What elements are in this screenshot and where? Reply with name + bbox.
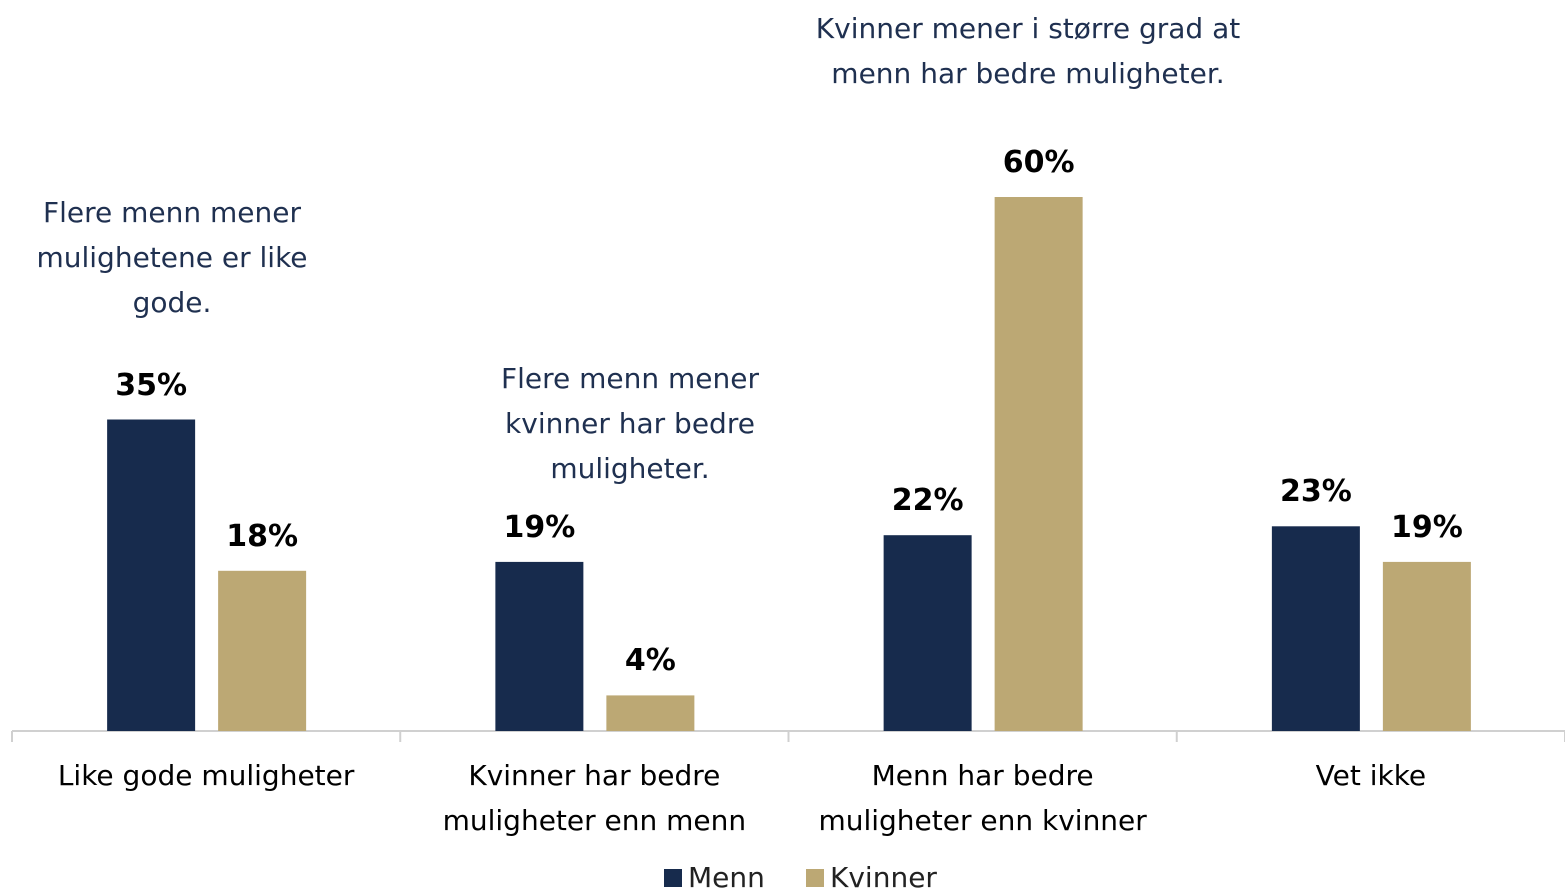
- bar: [1382, 561, 1471, 731]
- legend-swatch: [806, 869, 824, 887]
- bar: [107, 419, 196, 731]
- bar: [218, 570, 307, 731]
- data-label: 19%: [1390, 509, 1463, 545]
- x-tick-label: Vet ikke: [1315, 759, 1427, 792]
- data-label: 35%: [115, 367, 188, 403]
- x-tick-label: Like gode muligheter: [57, 759, 355, 792]
- data-label: 23%: [1279, 474, 1352, 510]
- legend-swatch: [664, 869, 682, 887]
- x-tick-label: Kvinner har bedre muligheter enn menn: [442, 759, 747, 837]
- annotation: Kvinner mener i større grad at menn har …: [815, 12, 1241, 90]
- bar: [495, 561, 584, 731]
- data-label: 60%: [1002, 145, 1075, 180]
- data-label: 18%: [226, 518, 299, 554]
- annotation: Flere menn mener kvinner har bedre mulig…: [500, 362, 759, 485]
- bar: [606, 695, 695, 731]
- data-label: 22%: [891, 483, 964, 519]
- x-tick-label: Menn har bedre muligheter enn kvinner: [818, 759, 1147, 837]
- data-label: 4%: [624, 643, 676, 679]
- legend-label: Kvinner: [830, 861, 937, 893]
- annotation: Flere menn mener mulighetene er like god…: [36, 196, 308, 319]
- bar: [1271, 526, 1360, 731]
- data-label: 19%: [503, 509, 576, 545]
- legend-label: Menn: [688, 861, 765, 893]
- bar: [883, 535, 972, 731]
- bar: [994, 197, 1083, 731]
